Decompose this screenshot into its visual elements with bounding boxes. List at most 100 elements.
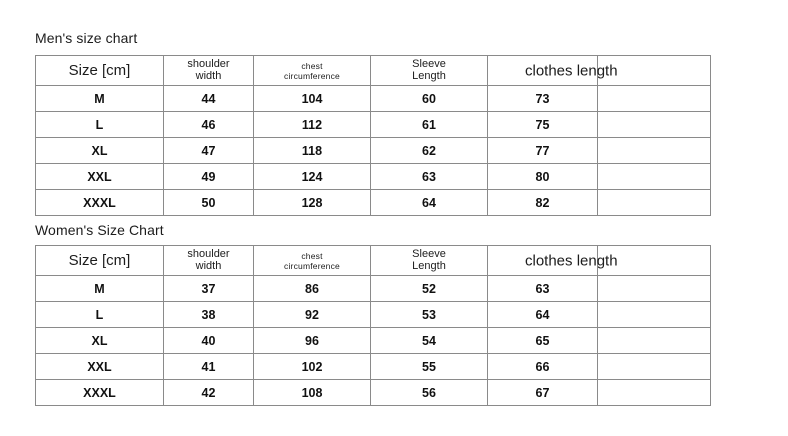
cell-size: M (35, 275, 164, 302)
table-row: XXL 49 124 63 80 (35, 163, 711, 190)
header-sleeve-length: Sleeve Length (370, 55, 488, 86)
cell-sleeve-length: 63 (370, 163, 488, 190)
header-chest-circumference-line2: circumference (284, 260, 340, 271)
cell-chest-circumference: 108 (253, 379, 371, 406)
cell-chest-circumference: 96 (253, 327, 371, 354)
header-chest-circumference: chest circumference (253, 245, 371, 276)
header-chest-circumference: chest circumference (253, 55, 371, 86)
cell-chest-circumference: 118 (253, 137, 371, 164)
cell-chest-circumference: 102 (253, 353, 371, 380)
table-header-row: Size [cm] shoulder width chest circumfer… (35, 55, 711, 86)
table-row: XL 40 96 54 65 (35, 327, 711, 354)
cell-clothes-length: 63 (487, 275, 598, 302)
cell-shoulder-width: 40 (163, 327, 254, 354)
cell-size: L (35, 111, 164, 138)
header-shoulder-width-line1: shoulder (187, 58, 230, 70)
cell-sleeve-length: 62 (370, 137, 488, 164)
cell-blank (597, 327, 711, 354)
cell-clothes-length: 65 (487, 327, 598, 354)
cell-sleeve-length: 52 (370, 275, 488, 302)
cell-size: XXL (35, 163, 164, 190)
cell-blank (597, 111, 711, 138)
womens-size-chart-title: Women's Size Chart (35, 222, 164, 238)
cell-clothes-length: 75 (487, 111, 598, 138)
header-sleeve-length: Sleeve Length (370, 245, 488, 276)
cell-shoulder-width: 41 (163, 353, 254, 380)
cell-chest-circumference: 86 (253, 275, 371, 302)
header-chest-circumference-line1: chest (301, 60, 323, 71)
cell-shoulder-width: 47 (163, 137, 254, 164)
cell-chest-circumference: 128 (253, 189, 371, 216)
cell-size: XXXL (35, 379, 164, 406)
table-row: M 37 86 52 63 (35, 275, 711, 302)
header-shoulder-width-line2: width (195, 259, 222, 272)
cell-chest-circumference: 92 (253, 301, 371, 328)
cell-sleeve-length: 55 (370, 353, 488, 380)
cell-shoulder-width: 38 (163, 301, 254, 328)
header-size: Size [cm] (35, 55, 164, 86)
header-clothes-length: clothes length (487, 55, 618, 86)
header-sleeve-length-line2: Length (412, 259, 446, 272)
cell-blank (597, 275, 711, 302)
cell-clothes-length: 67 (487, 379, 598, 406)
cell-size: L (35, 301, 164, 328)
header-sleeve-length-line1: Sleeve (412, 248, 446, 260)
cell-size: XL (35, 137, 164, 164)
header-size: Size [cm] (35, 245, 164, 276)
cell-sleeve-length: 53 (370, 301, 488, 328)
womens-size-chart-table: Size [cm] shoulder width chest circumfer… (35, 245, 711, 406)
table-row: XL 47 118 62 77 (35, 137, 711, 164)
cell-sleeve-length: 54 (370, 327, 488, 354)
cell-sleeve-length: 60 (370, 85, 488, 112)
header-blank (597, 245, 711, 276)
header-shoulder-width-line2: width (195, 69, 222, 82)
cell-shoulder-width: 37 (163, 275, 254, 302)
cell-clothes-length: 82 (487, 189, 598, 216)
cell-clothes-length: 64 (487, 301, 598, 328)
header-shoulder-width: shoulder width (163, 55, 254, 86)
header-chest-circumference-line2: circumference (284, 70, 340, 81)
table-row: XXXL 42 108 56 67 (35, 379, 711, 406)
table-header-row: Size [cm] shoulder width chest circumfer… (35, 245, 711, 276)
table-row: M 44 104 60 73 (35, 85, 711, 112)
cell-blank (597, 137, 711, 164)
cell-chest-circumference: 104 (253, 85, 371, 112)
header-sleeve-length-line1: Sleeve (412, 58, 446, 70)
table-row: L 38 92 53 64 (35, 301, 711, 328)
cell-blank (597, 163, 711, 190)
mens-size-chart-title: Men's size chart (35, 30, 138, 46)
header-chest-circumference-line1: chest (301, 250, 323, 261)
table-row: L 46 112 61 75 (35, 111, 711, 138)
table-row: XXL 41 102 55 66 (35, 353, 711, 380)
cell-clothes-length: 73 (487, 85, 598, 112)
cell-sleeve-length: 56 (370, 379, 488, 406)
cell-chest-circumference: 112 (253, 111, 371, 138)
header-shoulder-width: shoulder width (163, 245, 254, 276)
cell-shoulder-width: 44 (163, 85, 254, 112)
cell-chest-circumference: 124 (253, 163, 371, 190)
header-shoulder-width-line1: shoulder (187, 248, 230, 260)
cell-shoulder-width: 49 (163, 163, 254, 190)
mens-size-chart-table: Size [cm] shoulder width chest circumfer… (35, 55, 711, 216)
cell-shoulder-width: 50 (163, 189, 254, 216)
cell-blank (597, 353, 711, 380)
cell-size: XXXL (35, 189, 164, 216)
cell-size: XL (35, 327, 164, 354)
header-sleeve-length-line2: Length (412, 69, 446, 82)
cell-blank (597, 85, 711, 112)
cell-clothes-length: 77 (487, 137, 598, 164)
cell-shoulder-width: 42 (163, 379, 254, 406)
cell-sleeve-length: 64 (370, 189, 488, 216)
cell-sleeve-length: 61 (370, 111, 488, 138)
cell-clothes-length: 66 (487, 353, 598, 380)
cell-clothes-length: 80 (487, 163, 598, 190)
cell-blank (597, 379, 711, 406)
cell-shoulder-width: 46 (163, 111, 254, 138)
cell-size: M (35, 85, 164, 112)
header-clothes-length: clothes length (487, 245, 618, 276)
header-blank (597, 55, 711, 86)
cell-blank (597, 301, 711, 328)
cell-blank (597, 189, 711, 216)
cell-size: XXL (35, 353, 164, 380)
